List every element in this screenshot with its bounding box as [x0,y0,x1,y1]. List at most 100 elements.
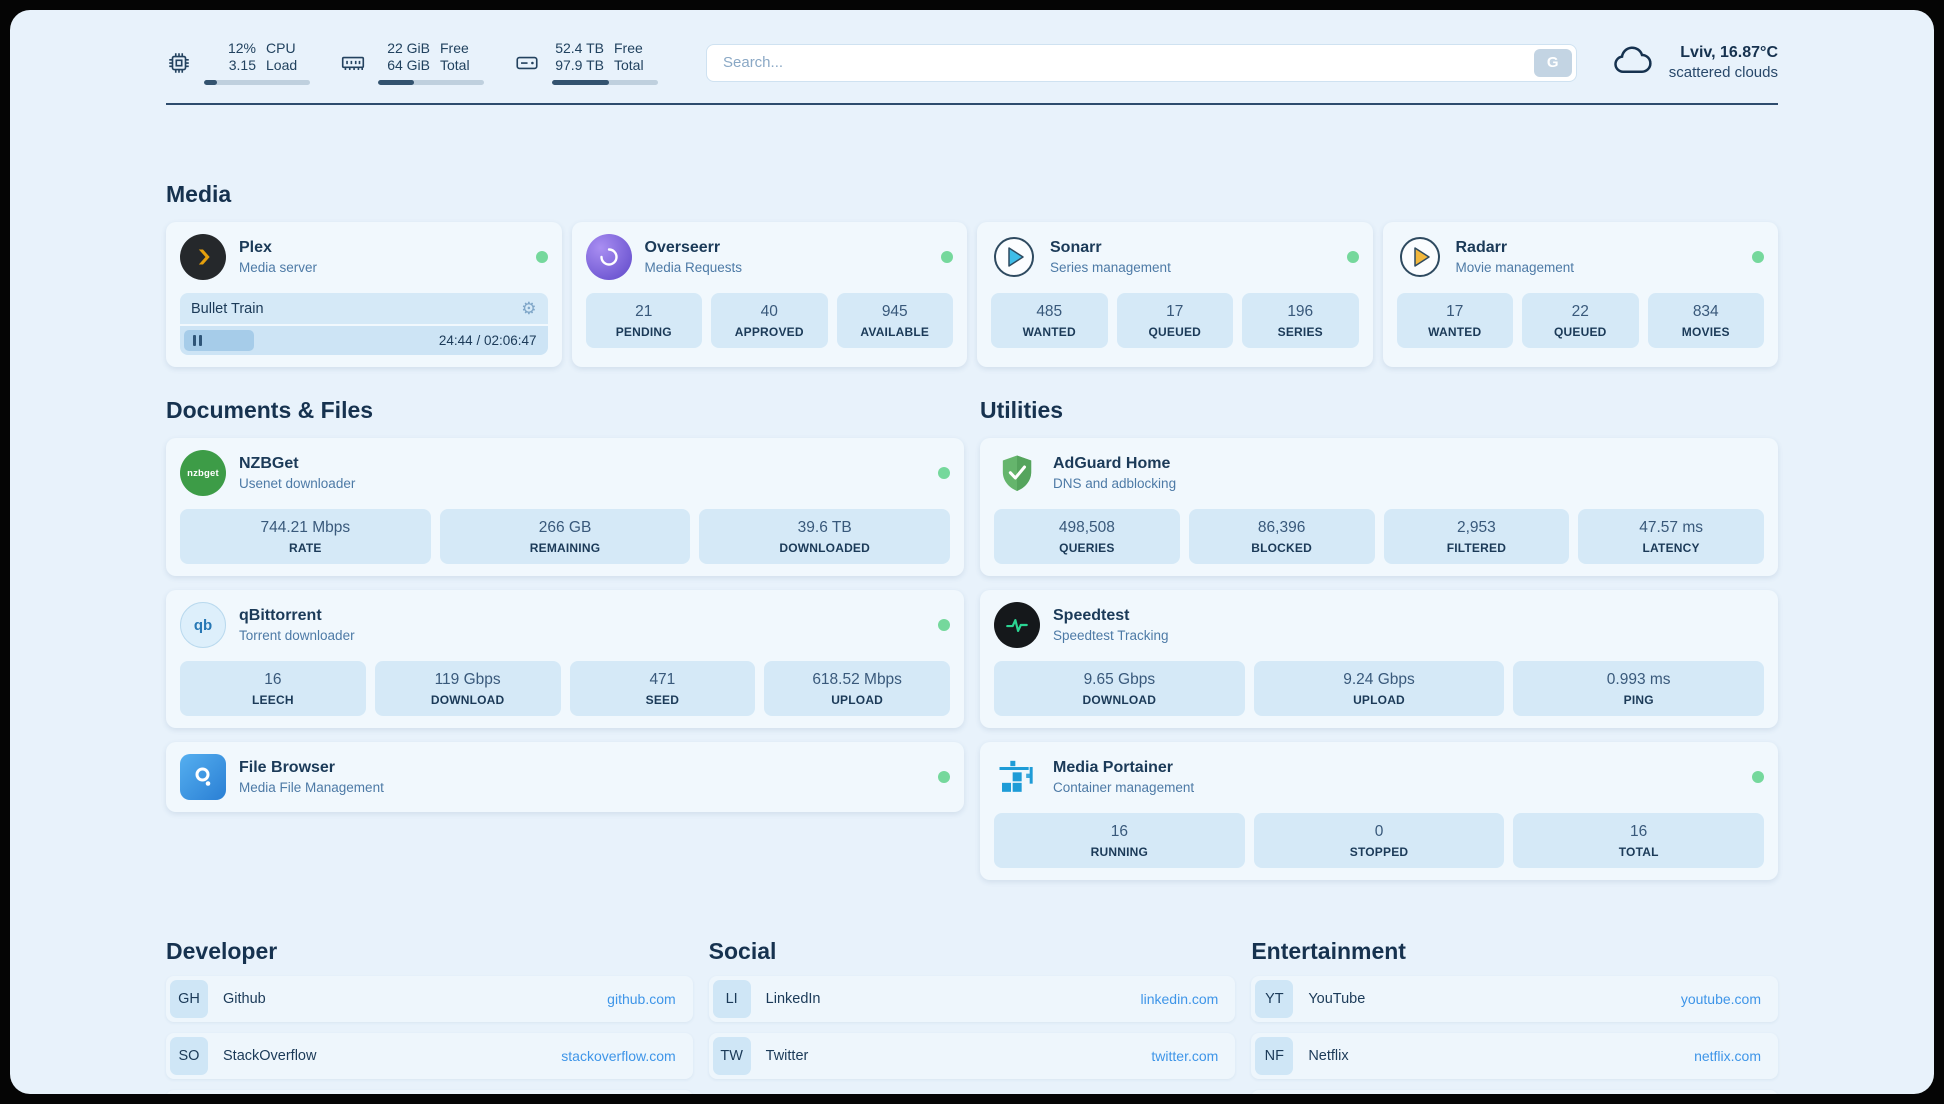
bookmarks-social: Social LI LinkedIn linkedin.com TW Twitt… [708,938,1236,1094]
service-subtitle: Media server [239,260,318,275]
google-search-button[interactable]: G [1533,48,1572,77]
status-dot [941,251,953,263]
stat-box: 0 STOPPED [1253,813,1505,868]
bookmark-link[interactable]: twitter.com [1151,1048,1219,1064]
bookmark-link[interactable]: stackoverflow.com [561,1048,676,1064]
ram-widget: 22 GiB Free 64 GiB Total [340,40,484,85]
service-name: Sonarr [1050,239,1102,256]
stat-box: 471 SEED [569,661,756,716]
service-name: Radarr [1455,239,1508,256]
section-title-developer: Developer [166,938,278,964]
service-card-overseerr[interactable]: Overseerr Media Requests 21 PENDING 40 APP… [571,222,967,367]
bookmark-twitter[interactable]: TW Twitter twitter.com [708,1033,1236,1079]
qbittorrent-icon: qb [180,602,226,648]
stat-box: 196 SERIES [1242,293,1359,348]
bookmark-abbr: TW [712,1037,751,1075]
playback-time: 24:44 / 02:06:47 [438,333,537,348]
playback-progress-bar: 24:44 / 02:06:47 [180,326,548,355]
stat-box: 618.52 Mbps UPLOAD [764,661,950,716]
stat-box: 0.993 ms PING [1513,661,1765,716]
section-media: Media Plex Media server [166,181,1778,367]
service-name: Media Portainer [1053,759,1174,776]
search-bar: G [706,43,1577,82]
stat-box: 16 LEECH [180,661,366,716]
bookmark-youtube[interactable]: YT YouTube youtube.com [1251,976,1778,1022]
bookmark-link[interactable]: youtube.com [1680,991,1761,1007]
section-title-entertainment: Entertainment [1251,938,1406,964]
service-name: qBittorrent [239,607,322,624]
bookmark-name: LinkedIn [765,991,821,1007]
weather-condition: scattered clouds [1668,64,1778,81]
disk-free: 52.4 TB [555,40,604,56]
stat-box: 9.24 Gbps UPLOAD [1253,661,1505,716]
bookmark-link[interactable]: netflix.com [1694,1048,1761,1064]
stat-box: 40 APPROVED [711,293,828,348]
service-card-sonarr[interactable]: Sonarr Series management 485 WANTED 17 QUE… [977,222,1373,367]
stat-box: 498,508 QUERIES [994,509,1180,564]
status-dot [1752,251,1764,263]
disk-total-label: Total [614,57,644,73]
bookmark-link[interactable]: linkedin.com [1140,991,1219,1007]
service-card-qbittorrent[interactable]: qb qBittorrent Torrent downloader 16 LEEC… [166,590,964,728]
stat-box: 16 RUNNING [994,813,1245,868]
service-card-radarr[interactable]: Radarr Movie management 17 WANTED 22 QUEUE… [1382,222,1778,367]
bookmark-abbr: GH [170,980,208,1018]
portainer-icon [994,754,1040,800]
stat-box: 485 WANTED [991,293,1108,348]
ram-free-label: Free [440,40,469,56]
stat-box: 266 GB REMAINING [439,509,691,564]
service-subtitle: Container management [1053,780,1195,795]
cpu-icon [166,50,192,76]
service-subtitle: Torrent downloader [239,628,355,643]
stat-box: 21 PENDING [585,293,702,348]
disk-total: 97.9 TB [555,57,604,73]
overseerr-icon [585,234,632,280]
stat-box: 17 WANTED [1396,293,1513,348]
service-card-filebrowser[interactable]: File Browser Media File Management [166,742,964,812]
service-name: NZBGet [239,455,299,472]
service-name: Speedtest [1053,607,1130,624]
status-dot [1346,251,1359,263]
service-card-nzbget[interactable]: nzbget NZBGet Usenet downloader 744.21 M… [166,438,964,576]
section-utilities: Utilities AdGuard Home DNS and adblockin… [980,397,1778,880]
bookmark-reddit[interactable]: RE Reddit reddit.com [1251,1090,1778,1094]
bookmark-link[interactable]: github.com [607,991,676,1007]
bookmark-dev[interactable]: DT DEV dev.to [166,1090,693,1094]
cpu-label: CPU [266,40,296,56]
cpu-progress-bar [204,80,310,85]
service-name: Overseerr [644,239,721,256]
gear-icon[interactable]: ⚙ [521,299,537,318]
radarr-icon [1397,234,1443,280]
stat-box: 744.21 Mbps RATE [180,509,431,564]
search-input[interactable] [706,43,1577,82]
bookmark-linkedin[interactable]: LI LinkedIn linkedin.com [708,976,1236,1022]
bookmark-abbr: LI [712,980,751,1018]
dashboard-page: 12% CPU 3.15 Load 22 GiB Free 64 GiB Total [10,10,1934,1094]
bookmark-netflix[interactable]: NF Netflix netflix.com [1251,1033,1778,1079]
pause-icon[interactable] [193,335,202,346]
service-subtitle: Movie management [1455,260,1575,275]
bookmark-name: Github [223,991,266,1007]
status-dot [535,251,548,263]
service-name: Plex [239,239,272,256]
plex-icon [180,234,226,280]
stat-box: 17 QUEUED [1116,293,1233,348]
stat-box: 86,396 BLOCKED [1188,509,1375,564]
now-playing-title: Bullet Train [191,300,264,317]
bookmarks-developer: Developer GH Github github.com SO StackO… [166,938,693,1094]
cloud-icon [1611,42,1655,83]
disk-icon [514,50,540,76]
service-card-speedtest[interactable]: Speedtest Speedtest Tracking 9.65 Gbps DO… [980,590,1778,728]
stat-box: 119 Gbps DOWNLOAD [374,661,561,716]
bookmark-abbr: NF [1255,1037,1294,1075]
section-documents: Documents & Files nzbget NZBGet Usenet d… [166,397,964,812]
service-card-adguard[interactable]: AdGuard Home DNS and adblocking 498,508 Q… [980,438,1778,576]
service-subtitle: Series management [1050,260,1171,275]
bookmark-github[interactable]: GH Github github.com [166,976,693,1022]
bookmarks-entertainment: Entertainment YT YouTube youtube.com NF … [1251,938,1778,1094]
header-divider [166,103,1778,105]
service-card-plex[interactable]: Plex Media server Bullet Train ⚙ [166,222,562,367]
bookmark-name: StackOverflow [223,1048,317,1064]
bookmark-stackoverflow[interactable]: SO StackOverflow stackoverflow.com [166,1033,693,1079]
service-card-portainer[interactable]: Media Portainer Container management 16 R… [980,742,1778,880]
